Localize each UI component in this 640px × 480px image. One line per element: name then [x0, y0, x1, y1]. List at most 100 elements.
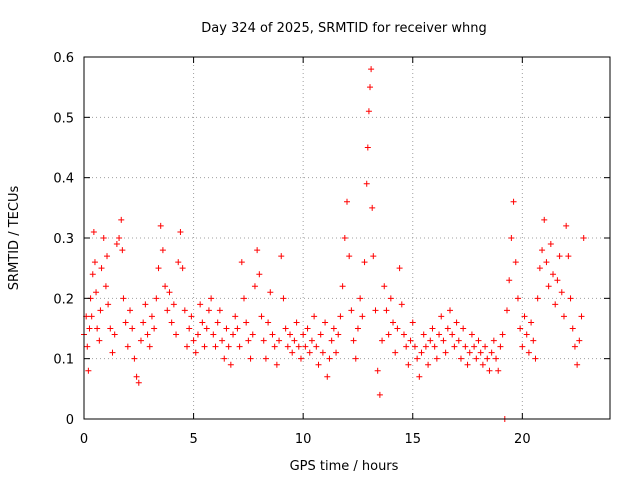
- y-tick-label: 0.1: [53, 353, 74, 368]
- data-point: [552, 301, 559, 308]
- data-point: [444, 325, 451, 332]
- data-point: [578, 313, 585, 320]
- data-point: [295, 343, 302, 350]
- data-point: [85, 367, 92, 374]
- data-point: [361, 259, 368, 266]
- data-point: [86, 325, 93, 332]
- data-point: [142, 301, 149, 308]
- data-point: [405, 361, 412, 368]
- data-points: [81, 66, 587, 422]
- data-point: [422, 343, 429, 350]
- y-tick-label: 0.5: [53, 111, 74, 126]
- data-point: [227, 361, 234, 368]
- data-point: [258, 313, 265, 320]
- data-point: [497, 343, 504, 350]
- data-point: [385, 331, 392, 338]
- data-point: [278, 253, 285, 260]
- data-point: [477, 349, 484, 356]
- data-point: [447, 307, 454, 314]
- data-point: [232, 313, 239, 320]
- data-point: [148, 313, 155, 320]
- data-point: [111, 331, 118, 338]
- data-point: [563, 222, 570, 229]
- data-point: [260, 337, 267, 344]
- data-point: [306, 349, 313, 356]
- data-point: [543, 259, 550, 266]
- data-point: [339, 283, 346, 290]
- data-point: [473, 355, 480, 362]
- data-point: [155, 265, 162, 272]
- data-point: [236, 343, 243, 350]
- data-point: [137, 337, 144, 344]
- data-point: [528, 319, 535, 326]
- data-point: [225, 343, 232, 350]
- x-tick-label: 5: [189, 432, 197, 447]
- data-point: [234, 325, 241, 332]
- data-point: [414, 355, 421, 362]
- data-point: [425, 361, 432, 368]
- data-point: [376, 391, 383, 398]
- y-tick-label: 0.4: [53, 172, 74, 187]
- data-point: [201, 343, 208, 350]
- data-point: [284, 343, 291, 350]
- data-point: [576, 337, 583, 344]
- data-point: [245, 337, 252, 344]
- data-point: [208, 295, 215, 302]
- data-point: [352, 355, 359, 362]
- data-point: [556, 253, 563, 260]
- data-point: [164, 307, 171, 314]
- data-point: [157, 222, 164, 229]
- data-point: [493, 355, 500, 362]
- data-point: [212, 343, 219, 350]
- data-point: [166, 289, 173, 296]
- data-point: [560, 313, 567, 320]
- data-point: [571, 343, 578, 350]
- data-point: [368, 66, 375, 73]
- data-point: [262, 355, 269, 362]
- data-point: [372, 307, 379, 314]
- data-point: [175, 259, 182, 266]
- data-point: [247, 355, 254, 362]
- data-point: [381, 283, 388, 290]
- data-point: [190, 337, 197, 344]
- data-point: [297, 355, 304, 362]
- data-point: [346, 253, 353, 260]
- data-point: [420, 331, 427, 338]
- data-point: [105, 301, 112, 308]
- y-axis-label: SRMTID / TECUs: [7, 186, 22, 291]
- data-point: [223, 325, 230, 332]
- data-point: [499, 331, 506, 338]
- data-point: [230, 331, 237, 338]
- data-point: [120, 295, 127, 302]
- data-point: [324, 373, 331, 380]
- data-point: [539, 247, 546, 254]
- data-point: [168, 319, 175, 326]
- data-point: [369, 204, 376, 211]
- data-point: [170, 301, 177, 308]
- axis-ticks: 0 0.1 0.2 0.3 0.4 0.5 0.6 0 5 10 15 20: [53, 51, 610, 447]
- data-point: [113, 241, 120, 248]
- data-point: [313, 343, 320, 350]
- data-point: [525, 349, 532, 356]
- data-point: [238, 259, 245, 266]
- data-point: [503, 307, 510, 314]
- data-point: [403, 343, 410, 350]
- data-point: [468, 331, 475, 338]
- data-point: [251, 283, 258, 290]
- data-point: [326, 355, 333, 362]
- data-point: [536, 265, 543, 272]
- data-point: [109, 349, 116, 356]
- data-point: [333, 349, 340, 356]
- data-point: [488, 349, 495, 356]
- data-point: [219, 337, 226, 344]
- data-point: [427, 337, 434, 344]
- data-point: [291, 337, 298, 344]
- data-point: [302, 343, 309, 350]
- data-point: [517, 325, 524, 332]
- data-point: [482, 343, 489, 350]
- y-tick-label: 0.2: [53, 292, 74, 307]
- x-tick-label: 15: [404, 432, 421, 447]
- data-point: [179, 265, 186, 272]
- data-point: [464, 361, 471, 368]
- data-point: [438, 313, 445, 320]
